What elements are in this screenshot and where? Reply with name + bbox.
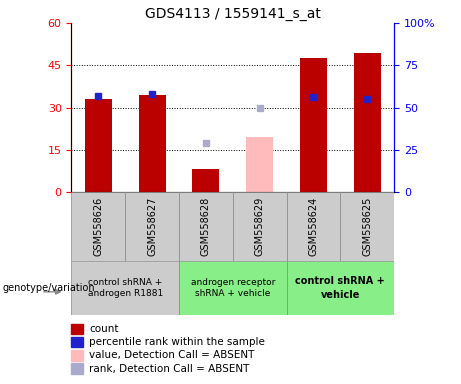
Bar <box>179 261 287 315</box>
Text: value, Detection Call = ABSENT: value, Detection Call = ABSENT <box>89 350 254 361</box>
Text: percentile rank within the sample: percentile rank within the sample <box>89 337 265 347</box>
Text: androgen receptor
shRNA + vehicle: androgen receptor shRNA + vehicle <box>190 278 275 298</box>
Bar <box>193 169 219 192</box>
Bar <box>139 95 165 192</box>
Bar <box>340 192 394 261</box>
Text: GSM558629: GSM558629 <box>254 197 265 256</box>
Bar <box>71 324 83 334</box>
Bar <box>71 261 179 315</box>
Text: count: count <box>89 324 118 334</box>
Bar <box>287 261 394 315</box>
Text: control shRNA +
vehicle: control shRNA + vehicle <box>296 276 385 300</box>
Text: rank, Detection Call = ABSENT: rank, Detection Call = ABSENT <box>89 364 249 374</box>
Text: GSM558627: GSM558627 <box>147 197 157 256</box>
Title: GDS4113 / 1559141_s_at: GDS4113 / 1559141_s_at <box>145 7 321 21</box>
Bar <box>354 53 381 192</box>
Text: GSM558625: GSM558625 <box>362 197 372 256</box>
Text: control shRNA +
androgen R1881: control shRNA + androgen R1881 <box>88 278 163 298</box>
Bar <box>125 192 179 261</box>
Bar <box>71 350 83 361</box>
Bar <box>246 137 273 192</box>
Bar <box>71 363 83 374</box>
Bar <box>85 99 112 192</box>
Text: genotype/variation: genotype/variation <box>2 283 95 293</box>
Text: GSM558624: GSM558624 <box>308 197 319 256</box>
Bar <box>287 192 340 261</box>
Bar <box>71 337 83 347</box>
Bar <box>71 192 125 261</box>
Bar <box>300 58 327 192</box>
Text: GSM558628: GSM558628 <box>201 197 211 256</box>
Bar <box>179 192 233 261</box>
Bar <box>233 192 287 261</box>
Text: GSM558626: GSM558626 <box>93 197 103 256</box>
